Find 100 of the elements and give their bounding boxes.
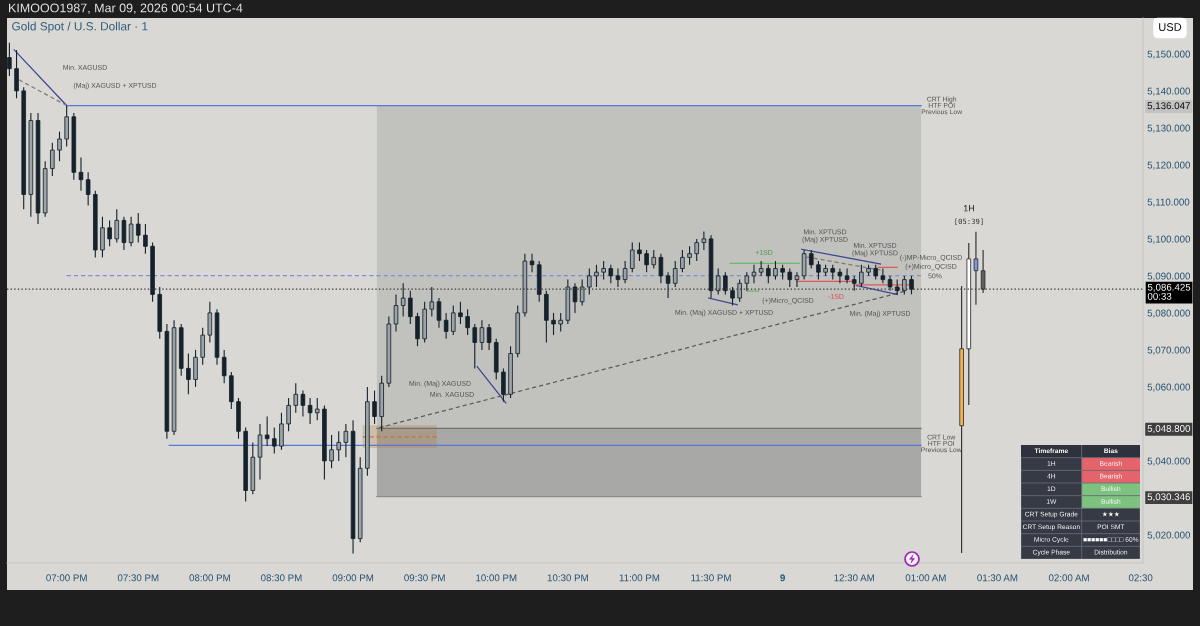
candlestick <box>186 353 191 395</box>
y-tick-label: 5,110.000 <box>1147 198 1190 207</box>
ref-line-label: 5,086.425 00:33 <box>1147 283 1191 300</box>
y-tick-label: 5,120.000 <box>1147 161 1191 170</box>
y-tick-label: 5,080.000 <box>1147 309 1191 318</box>
y-tick-label: 5,136.047 <box>1147 102 1190 111</box>
candlestick <box>436 297 442 329</box>
candlestick <box>329 434 334 469</box>
candlestick <box>143 223 148 255</box>
y-tick-label: 5,130.000 <box>1147 124 1191 133</box>
x-tick-label: 08:30 PM <box>261 574 302 582</box>
candlestick <box>744 271 750 292</box>
candlestick <box>458 301 463 325</box>
y-tick-label: 5,040.000 <box>1147 457 1191 466</box>
candlestick <box>257 423 263 480</box>
y-tick-label: 5,060.000 <box>1147 383 1191 392</box>
candlestick <box>558 312 563 332</box>
candlestick <box>579 279 585 307</box>
candlestick <box>751 264 757 284</box>
candlestick <box>794 271 800 288</box>
candlestick <box>465 308 470 336</box>
candlestick <box>672 260 678 288</box>
x-tick-label: 9 <box>780 574 785 582</box>
candlestick <box>200 327 205 366</box>
candlestick <box>486 323 492 351</box>
candlestick <box>665 271 671 299</box>
x-tick-label: 02:00 AM <box>1048 574 1089 582</box>
candlestick <box>651 249 657 270</box>
candlestick <box>715 267 721 295</box>
candlestick <box>100 216 105 258</box>
x-tick-label: 07:00 PM <box>46 574 87 582</box>
candlestick <box>114 208 120 244</box>
x-tick-label: 12:30 AM <box>834 574 874 582</box>
candlestick <box>837 267 843 284</box>
candlestick <box>687 245 692 266</box>
x-tick-label: 01:00 AM <box>905 574 946 582</box>
candlestick <box>902 275 907 295</box>
y-tick-label: 5,090.000 <box>1147 272 1191 281</box>
candlestick <box>336 430 342 462</box>
candlestick <box>622 260 628 284</box>
x-tick-label: 10:30 PM <box>547 574 588 582</box>
y-tick-label: 5,048.800 <box>1147 425 1191 434</box>
candlestick <box>880 267 886 284</box>
y-tick-label: 5,020.000 <box>1147 531 1191 540</box>
candlestick <box>501 367 506 403</box>
candlestick <box>859 264 864 288</box>
candlestick <box>479 319 485 351</box>
candlestick <box>801 249 807 281</box>
candlestick <box>207 301 213 344</box>
annotation: 1H <box>963 205 975 212</box>
text: KIMOOO1987, Mar 09, 2026 00:54 UTC-4 <box>9 3 243 14</box>
x-tick-label: 02:30 <box>1128 574 1153 582</box>
candlestick <box>637 242 642 262</box>
candlestick <box>816 260 821 281</box>
candlestick <box>193 349 198 388</box>
candlestick <box>587 267 592 295</box>
candlestick <box>529 253 535 273</box>
x-tick-label: 01:30 AM <box>977 574 1018 582</box>
chart-title: Gold Spot / U.S. Dollar · 1 <box>12 21 148 33</box>
candlestick <box>551 312 556 336</box>
candlestick <box>443 312 449 340</box>
candlestick <box>608 264 614 284</box>
candlestick <box>314 397 320 421</box>
candlestick <box>658 253 664 284</box>
y-tick-label: 5,100.000 <box>1147 235 1191 244</box>
x-tick-label: 07:30 PM <box>117 574 159 582</box>
x-tick-label: 09:00 PM <box>332 574 374 582</box>
candlestick <box>909 275 914 295</box>
y-axis-title: USD <box>1159 23 1182 31</box>
candlestick <box>980 249 986 294</box>
candlestick <box>773 260 778 281</box>
candlestick <box>372 390 377 425</box>
candlestick <box>85 171 91 207</box>
candlestick <box>694 238 699 262</box>
candlestick <box>307 397 313 425</box>
y-tick-label: 5,140.000 <box>1147 87 1191 96</box>
candlestick <box>286 397 291 432</box>
candlestick <box>343 423 349 458</box>
candlestick <box>415 312 420 347</box>
y-tick-label: 5,070.000 <box>1147 346 1191 355</box>
x-tick-label: 10:00 PM <box>476 574 517 582</box>
candlestick <box>14 49 19 99</box>
candlestick <box>121 216 127 251</box>
candlestick <box>300 390 306 418</box>
candlestick <box>279 412 284 451</box>
candlestick <box>766 264 771 284</box>
x-tick-label: 09:30 PM <box>404 574 445 582</box>
candlestick <box>7 42 12 77</box>
candlestick <box>730 286 735 307</box>
candlestick <box>264 415 270 447</box>
y-tick-label: 5,030.346 <box>1147 493 1190 502</box>
candlestick <box>808 249 814 270</box>
candlestick <box>472 323 478 369</box>
candlestick <box>572 282 578 314</box>
candlestick <box>787 267 793 288</box>
candlestick <box>50 142 55 177</box>
candlestick <box>737 279 742 303</box>
candlestick <box>57 131 62 162</box>
candlestick <box>644 249 649 273</box>
candlestick <box>594 264 599 288</box>
